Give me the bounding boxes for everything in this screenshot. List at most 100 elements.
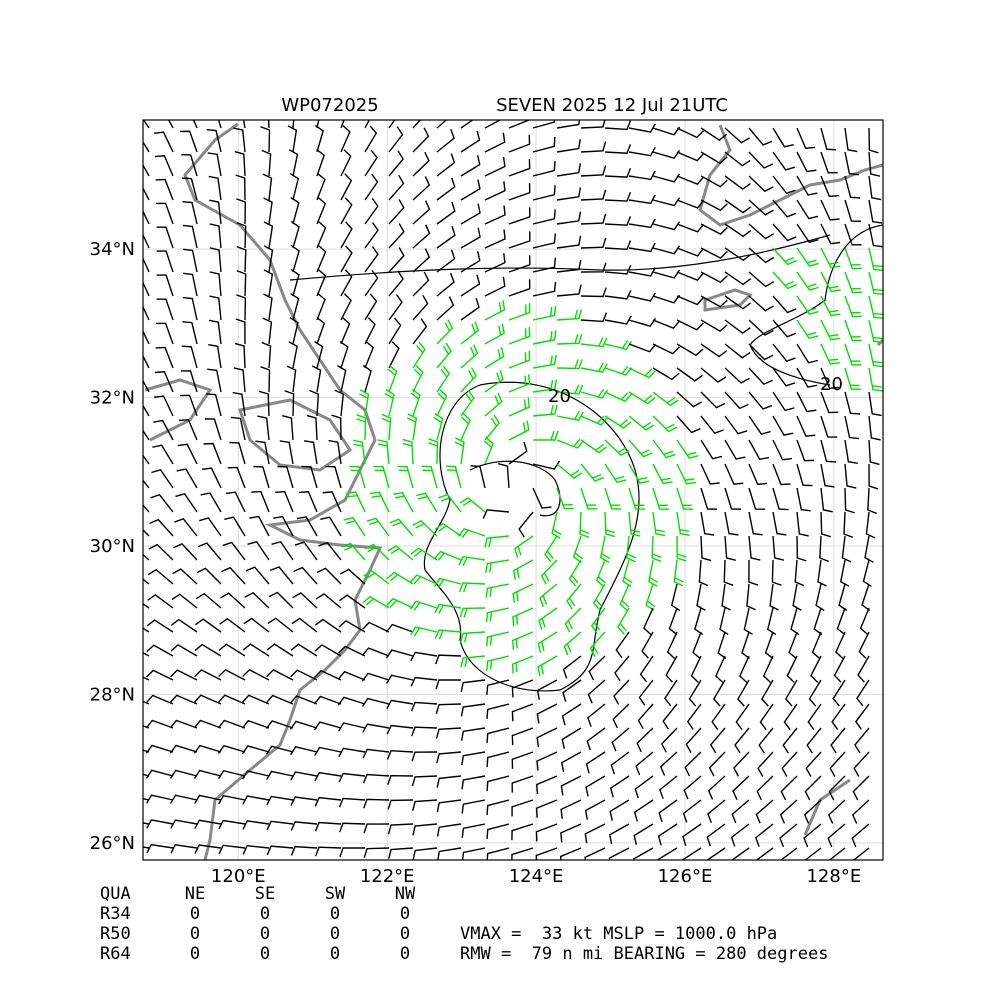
wind-barb <box>556 284 582 297</box>
wind-barb <box>820 247 841 269</box>
wind-barb <box>484 132 506 153</box>
wind-barb <box>587 703 606 727</box>
wind-barb <box>628 146 656 157</box>
wind-barb <box>209 223 222 249</box>
wind-barb <box>436 775 462 788</box>
wind-barb <box>435 727 462 739</box>
wind-barb <box>827 823 846 848</box>
wind-barb <box>694 607 704 636</box>
wind-barb <box>794 559 805 587</box>
wind-barb <box>556 359 583 370</box>
wind-barb <box>359 389 370 417</box>
wind-barb <box>820 367 840 389</box>
wind-barb <box>803 799 822 824</box>
wind-barb <box>580 287 607 298</box>
wind-barb <box>182 201 198 225</box>
wind-barb <box>436 225 456 249</box>
wind-barb <box>844 319 862 342</box>
wind-barb <box>723 559 734 586</box>
wind-barb <box>535 847 558 860</box>
wind-barb <box>363 847 390 858</box>
wind-barb <box>217 769 246 780</box>
wind-barb <box>622 559 633 588</box>
storm-id: WP072025 <box>281 95 378 116</box>
wind-barb <box>180 370 198 393</box>
wind-barb <box>748 343 774 361</box>
wind-barb <box>652 221 681 231</box>
wind-barb <box>844 463 857 489</box>
wind-barb <box>532 209 556 225</box>
wind-barb <box>385 649 414 659</box>
wind-barb <box>436 129 455 153</box>
wind-barb <box>458 555 486 567</box>
wind-barb <box>868 151 881 177</box>
wind-barb <box>508 303 531 321</box>
wind-barb <box>868 295 883 319</box>
wind-barb <box>733 751 750 777</box>
wind-barb <box>562 655 582 679</box>
wind-barb <box>652 173 681 183</box>
stats-line: VMAX = 33 kt MSLP = 1000.0 hPa <box>460 924 777 944</box>
wind-barb <box>743 607 753 635</box>
table-cell: 0 <box>260 904 270 924</box>
wind-barb <box>169 744 198 754</box>
x-tick-label: 122°E <box>360 866 415 887</box>
wind-barb <box>258 390 270 417</box>
wind-barb <box>206 128 222 153</box>
wind-barb <box>700 223 728 235</box>
wind-barb <box>412 271 430 297</box>
wind-barb <box>579 511 590 539</box>
wind-barb <box>604 144 632 154</box>
wind-barb <box>388 174 405 201</box>
wind-barb <box>362 748 390 759</box>
wind-barb <box>318 541 342 561</box>
wind-barb <box>700 487 718 510</box>
wind-barb <box>409 600 438 611</box>
wind-barb <box>266 669 294 681</box>
wind-barb <box>556 187 582 201</box>
wind-barb <box>676 535 687 562</box>
wind-barb <box>316 292 326 321</box>
wind-barb <box>652 343 680 355</box>
wind-barb <box>460 227 481 249</box>
wind-barb <box>388 150 404 177</box>
wind-barb <box>700 175 728 188</box>
wind-barb <box>460 703 486 717</box>
wind-barb <box>619 583 630 612</box>
wind-barb <box>755 799 774 824</box>
wind-barb <box>748 127 773 146</box>
wind-barb <box>143 725 150 729</box>
wind-barb <box>338 619 366 633</box>
wind-barb <box>783 703 798 731</box>
wind-barb <box>143 379 150 393</box>
wind-barb <box>511 679 534 698</box>
wind-barb <box>739 655 750 683</box>
wind-barb <box>337 670 366 681</box>
wind-barb <box>218 844 246 855</box>
wind-barb <box>325 465 342 489</box>
table-header: SE <box>255 884 275 904</box>
wind-barb <box>796 415 816 437</box>
wind-barb <box>730 847 750 860</box>
wind-barb <box>852 847 870 860</box>
wind-barb <box>724 439 746 460</box>
wind-barb <box>362 773 390 784</box>
wind-barb <box>659 775 678 799</box>
wind-barb <box>772 487 789 511</box>
wind-barb <box>461 847 486 860</box>
wind-barb <box>193 694 222 705</box>
wind-barb <box>338 747 366 758</box>
wind-barb <box>652 245 681 255</box>
wind-barb <box>328 439 342 465</box>
x-tick-label: 126°E <box>658 866 713 887</box>
wind-barb <box>707 799 726 824</box>
wind-barb <box>217 744 246 754</box>
wind-barb <box>643 607 654 635</box>
wind-barb <box>170 669 198 681</box>
wind-barb <box>143 651 150 657</box>
wind-barb <box>532 281 557 297</box>
wind-barb <box>486 775 510 792</box>
wind-barb <box>668 607 678 636</box>
wind-barb <box>154 371 174 393</box>
wind-barb <box>844 295 863 318</box>
